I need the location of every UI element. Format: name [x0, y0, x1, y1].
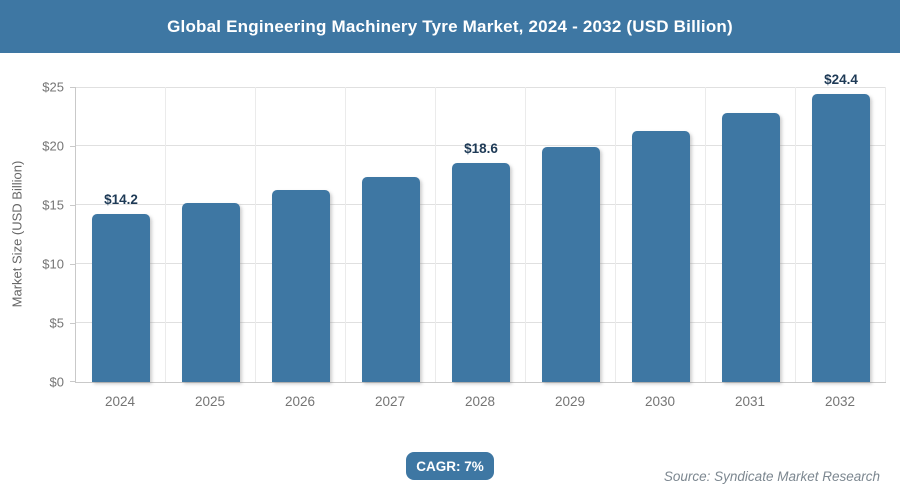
x-tick-label-2029: 2029 [554, 394, 586, 409]
y-tick-mark [70, 264, 76, 265]
value-label-2032: $24.4 [824, 72, 858, 88]
y-tick-mark [70, 205, 76, 206]
chart-title: Global Engineering Machinery Tyre Market… [167, 16, 733, 36]
x-tick-label-2031: 2031 [734, 394, 766, 409]
bar-2026 [272, 189, 330, 382]
x-tick-label-2028: 2028 [464, 394, 496, 409]
value-label-2028: $18.6 [464, 140, 498, 156]
gridline-vertical [525, 87, 526, 382]
x-tick-label-2027: 2027 [374, 394, 406, 409]
y-tick-label: $15 [42, 197, 64, 213]
gridline-vertical [435, 87, 436, 382]
gridline-vertical [795, 87, 796, 382]
y-tick-label: $5 [49, 315, 64, 331]
cagr-badge: CAGR: 7% [406, 452, 494, 480]
value-label-2024: $14.2 [104, 192, 138, 208]
bar-2028 [452, 162, 510, 382]
gridline-vertical [345, 87, 346, 382]
gridline-vertical [885, 87, 886, 382]
y-tick-mark [70, 323, 76, 324]
x-tick-label-2030: 2030 [644, 394, 676, 409]
bar-2029 [542, 147, 600, 382]
y-tick-label: $25 [42, 79, 64, 95]
gridline-horizontal [76, 145, 886, 146]
x-tick-label-2025: 2025 [194, 394, 226, 409]
y-tick-label: $20 [42, 138, 64, 154]
y-tick-mark [70, 146, 76, 147]
x-tick-label-2024: 2024 [104, 394, 136, 409]
x-tick-label-2026: 2026 [284, 394, 316, 409]
y-axis-labels: $0 $5 $10 $15 $20 $25 [0, 80, 64, 390]
bar-2031 [722, 112, 780, 382]
gridline-vertical [255, 87, 256, 382]
gridline-vertical [165, 87, 166, 382]
x-tick-label-2032: 2032 [824, 394, 856, 409]
bar-2025 [182, 202, 240, 382]
bar-2032 [812, 94, 870, 382]
bar-2024 [92, 214, 150, 382]
gridline-vertical [615, 87, 616, 382]
gridline-vertical [705, 87, 706, 382]
source-credit: Source: Syndicate Market Research [663, 469, 880, 484]
bar-2030 [632, 130, 690, 382]
bar-2027 [362, 176, 420, 382]
gridline-horizontal [76, 87, 886, 88]
y-tick-label: $0 [49, 374, 64, 390]
chart-title-bar: Global Engineering Machinery Tyre Market… [0, 0, 900, 53]
y-tick-mark [70, 87, 76, 88]
plot-area: $14.2 $18.6 $24.4 [70, 72, 886, 383]
x-axis-labels: 2024 2025 2026 2027 2028 2029 2030 2031 2032 [75, 394, 885, 414]
y-tick-label: $10 [42, 256, 64, 272]
y-tick-mark [70, 381, 76, 382]
